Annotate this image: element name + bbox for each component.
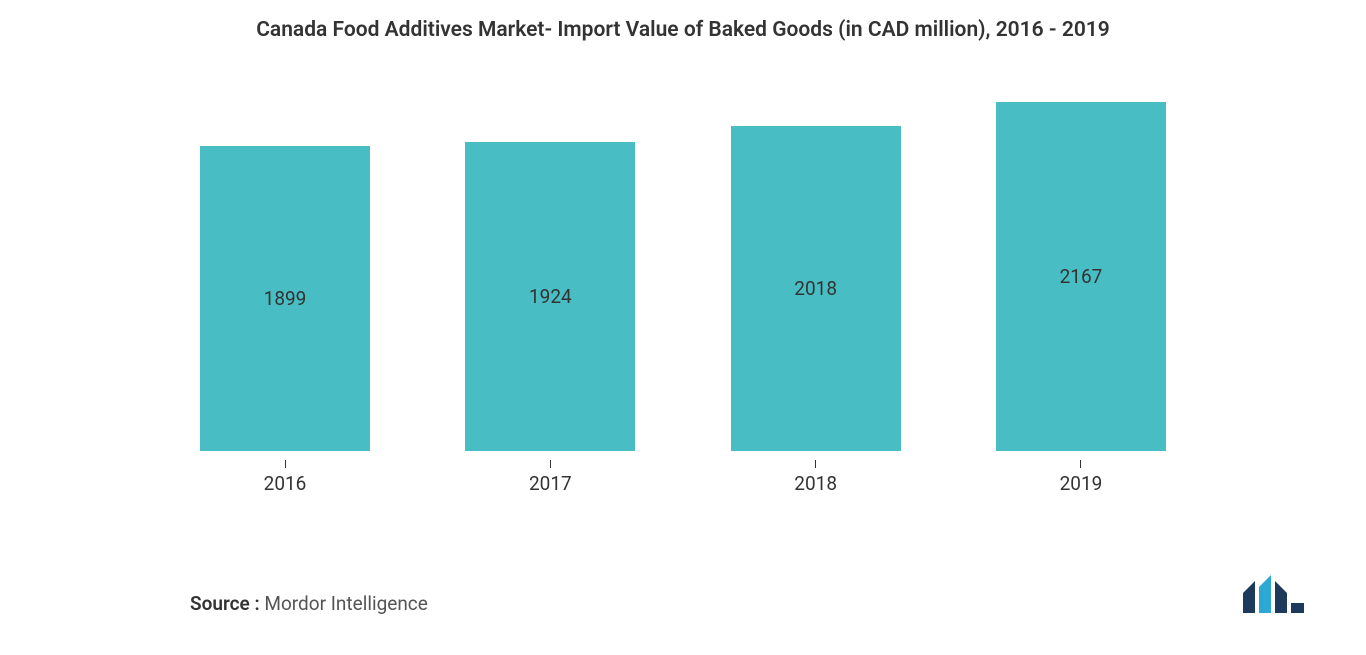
- bars-container: 1899 1924 2018 2167: [180, 82, 1186, 452]
- x-axis-labels: 2016 2017 2018 2019: [180, 452, 1186, 495]
- x-axis-label: 2017: [529, 472, 572, 495]
- source-label: Source :: [190, 592, 260, 615]
- x-label-group: 2019: [996, 460, 1166, 495]
- bar-group: 1924: [465, 142, 635, 452]
- axis-tick: [285, 460, 286, 468]
- axis-tick: [550, 460, 551, 468]
- axis-tick: [1080, 460, 1081, 468]
- bar: 1924: [465, 142, 635, 452]
- x-axis-label: 2016: [264, 472, 307, 495]
- x-label-group: 2018: [731, 460, 901, 495]
- source-value: Mordor Intelligence: [264, 592, 427, 615]
- x-label-group: 2017: [465, 460, 635, 495]
- axis-tick: [815, 460, 816, 468]
- bar-value-label: 1924: [529, 285, 572, 308]
- bar: 2167: [996, 102, 1166, 451]
- chart-title: Canada Food Additives Market- Import Val…: [0, 0, 1366, 52]
- bar-group: 2167: [996, 102, 1166, 451]
- mordor-logo-icon: [1241, 575, 1306, 615]
- bar-value-label: 1899: [264, 287, 307, 310]
- source-citation: Source : Mordor Intelligence: [190, 592, 428, 615]
- bar-value-label: 2167: [1060, 265, 1103, 288]
- chart-footer: Source : Mordor Intelligence: [190, 575, 1306, 615]
- x-label-group: 2016: [200, 460, 370, 495]
- bar: 1899: [200, 146, 370, 451]
- chart-area: 1899192420182167 2016201720182019: [180, 82, 1186, 482]
- bar: 2018: [731, 126, 901, 451]
- bar-group: 1899: [200, 146, 370, 451]
- logo-svg: [1241, 575, 1306, 615]
- x-axis-label: 2019: [1060, 472, 1103, 495]
- bar-value-label: 2018: [794, 277, 837, 300]
- x-axis-label: 2018: [794, 472, 837, 495]
- bar-group: 2018: [731, 126, 901, 451]
